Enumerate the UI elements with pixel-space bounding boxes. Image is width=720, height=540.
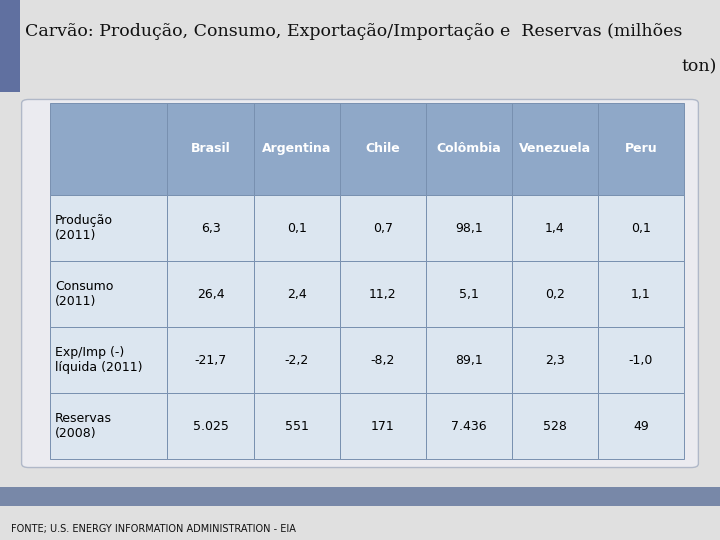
Text: Carvão: Produção, Consumo, Exportação/Importação e  Reservas (milhões: Carvão: Produção, Consumo, Exportação/Im… [25,23,683,40]
Bar [0,487,720,507]
Bar [0,0,20,92]
FancyBboxPatch shape [22,99,698,468]
Text: FONTE; U.S. ENERGY INFORMATION ADMINISTRATION - EIA: FONTE; U.S. ENERGY INFORMATION ADMINISTR… [11,523,296,534]
Text: ton): ton) [681,58,716,75]
